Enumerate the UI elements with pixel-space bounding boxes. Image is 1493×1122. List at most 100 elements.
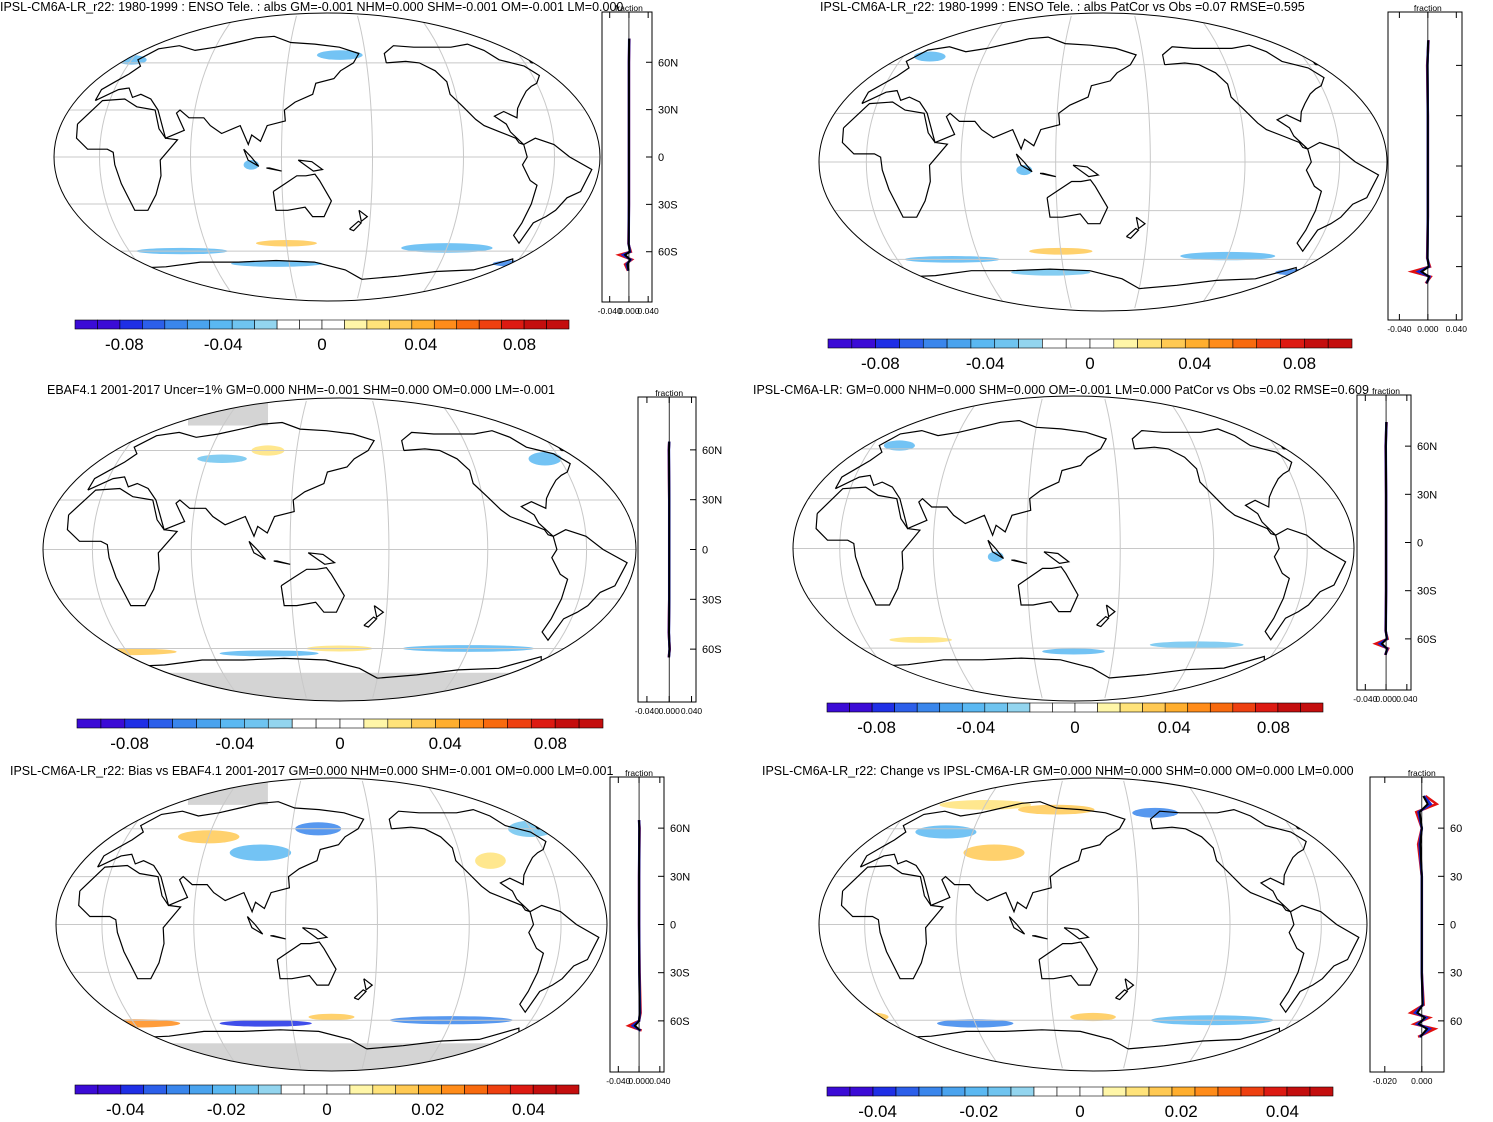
colorbar-box <box>387 718 413 729</box>
colorbar-box <box>124 718 150 729</box>
colorbar-box <box>100 718 126 729</box>
map-border <box>42 397 637 702</box>
colorbar-box <box>235 1084 259 1095</box>
coastline <box>841 101 949 218</box>
colorbar-box <box>1217 1086 1242 1097</box>
anomaly-patch <box>494 34 541 45</box>
colorbar-box <box>411 718 436 729</box>
colorbar-box <box>1232 338 1258 349</box>
colorbar-box <box>849 702 873 713</box>
coastline <box>1046 179 1109 225</box>
graticule-lon <box>485 780 562 1069</box>
profile-title: fraction <box>1414 3 1442 13</box>
map-content <box>43 398 636 701</box>
colorbar-box <box>166 1084 190 1095</box>
coastline <box>1011 559 1028 564</box>
colorbar-box <box>1309 1086 1334 1097</box>
colorbar-box <box>97 1084 122 1095</box>
anomaly-patch <box>229 844 292 861</box>
colorbar-tick-label: 0.04 <box>404 335 437 354</box>
coastline <box>537 820 552 830</box>
graticule-lon <box>101 780 178 1069</box>
colorbar: -0.04 -0.02 0 0.02 0.04 <box>826 1086 1334 1121</box>
missing-data-greenland <box>510 778 551 807</box>
coastline <box>859 801 1126 914</box>
colorbar-box <box>148 718 173 729</box>
graticule-lon <box>361 780 378 1069</box>
colorbar-box <box>1286 1086 1311 1097</box>
colorbar-box <box>1074 702 1098 713</box>
profile-xtick-label: 0.000 <box>659 706 681 716</box>
coastline <box>401 430 571 537</box>
colorbar-box <box>875 338 900 349</box>
panel-title: IPSL-CM6A-LR_r22: 1980-1999 : ENSO Tele.… <box>0 0 624 14</box>
colorbar-tick-label: -0.04 <box>204 335 243 354</box>
coastline <box>307 552 337 565</box>
profile-line-black <box>633 820 641 1032</box>
colorbar-tick-label: 0.02 <box>411 1100 444 1119</box>
coastline <box>895 1029 1129 1050</box>
coastline <box>243 148 260 167</box>
anomaly-patch <box>475 852 506 869</box>
graticule-lon <box>280 15 297 299</box>
coastline <box>94 35 360 147</box>
anomaly-patch <box>528 451 562 466</box>
coastline <box>107 420 126 435</box>
panel-title: IPSL-CM6A-LR_r22: Change vs IPSL-CM6A-LR… <box>762 764 1354 778</box>
colorbar: -0.08 -0.04 0 0.04 0.08 <box>76 718 604 753</box>
profile-line-black <box>1415 795 1429 1038</box>
colorbar-box <box>74 1084 99 1095</box>
coastline <box>125 657 378 679</box>
profile-xtick-label: 0.040 <box>1446 324 1468 334</box>
panel-title: IPSL-CM6A-LR_r22: Bias vs EBAF4.1 2001-2… <box>10 764 614 778</box>
colorbar-box <box>1142 702 1166 713</box>
colorbar-box <box>389 319 413 330</box>
colorbar-box <box>119 319 143 330</box>
missing-data-greenland <box>534 398 575 427</box>
world-map <box>53 12 601 302</box>
coastline <box>541 529 628 642</box>
panel-title: EBAF4.1 2001-2017 Uncer=1% GM=0.000 NHM=… <box>47 383 555 397</box>
colorbar-box <box>916 702 941 713</box>
graticule-lon <box>423 780 470 1069</box>
anomaly-patch <box>1011 268 1091 276</box>
coastline <box>87 421 376 538</box>
colorbar-box <box>1089 338 1115 349</box>
colorbar-box <box>441 1084 465 1095</box>
colorbar-box <box>523 319 547 330</box>
colorbar-box <box>76 718 102 729</box>
colorbar-tick-label: 0.04 <box>1266 1102 1299 1121</box>
profile-ytick-label: 30 <box>1450 871 1462 883</box>
colorbar-box <box>578 718 604 729</box>
colorbar-box <box>299 319 323 330</box>
colorbar-box <box>411 319 435 330</box>
map-content <box>54 13 600 301</box>
colorbar-tick-label: -0.02 <box>959 1102 998 1121</box>
missing-data-antarctica <box>56 1043 607 1071</box>
colorbar-tick-label: 0 <box>335 734 344 753</box>
coastline <box>276 941 337 986</box>
colorbar-box <box>196 718 221 729</box>
graticule-lon <box>190 400 241 699</box>
colorbar-box <box>1171 1086 1196 1097</box>
profile-ytick-label: 60S <box>658 247 678 259</box>
anomaly-patch <box>219 1020 312 1027</box>
colorbar-box <box>530 718 556 729</box>
graticule-lon <box>91 400 175 699</box>
colorbar-box <box>326 1084 351 1095</box>
profile-ytick-label: 60N <box>670 823 690 835</box>
coastline <box>383 43 541 146</box>
map-content <box>793 396 1354 701</box>
profile-xtick-label: -0.040 <box>606 1076 630 1086</box>
colorbar-box <box>1010 1086 1035 1097</box>
coastline <box>78 864 182 980</box>
profile-xtick-label: 0.000 <box>1411 1076 1433 1086</box>
colorbar-tick-label: -0.08 <box>861 354 900 373</box>
coastline <box>1149 808 1307 913</box>
colorbar-box <box>987 1086 1012 1097</box>
colorbar-box <box>826 702 850 713</box>
colorbar-box <box>1042 338 1067 349</box>
missing-data-antarctica <box>43 672 636 701</box>
